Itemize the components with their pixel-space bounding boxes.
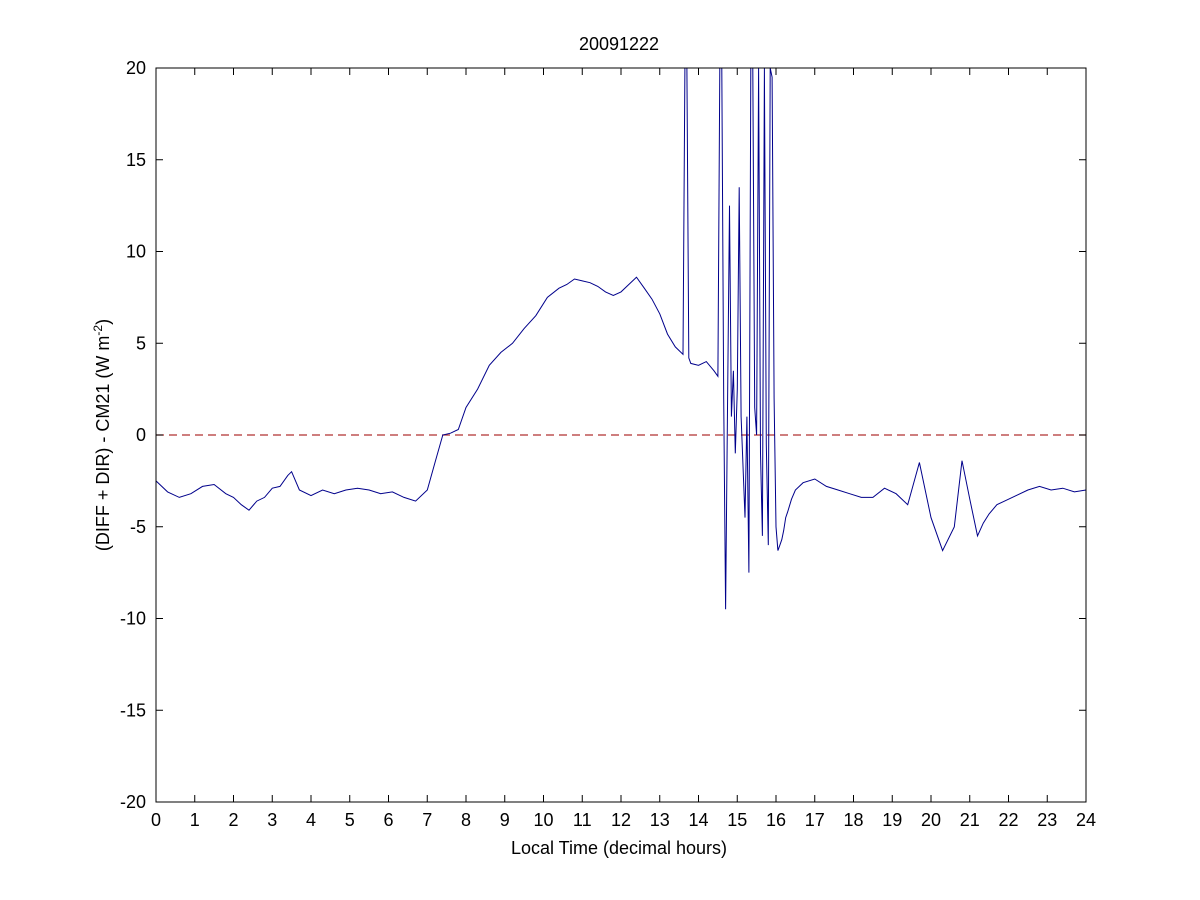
x-tick-label: 24 <box>1076 810 1096 830</box>
x-tick-label: 4 <box>306 810 316 830</box>
x-axis-label: Local Time (decimal hours) <box>511 838 727 858</box>
chart-title: 20091222 <box>579 34 659 54</box>
y-tick-label: -10 <box>120 609 146 629</box>
x-tick-label: 15 <box>727 810 747 830</box>
x-tick-label: 0 <box>151 810 161 830</box>
x-tick-label: 19 <box>882 810 902 830</box>
x-tick-label: 18 <box>843 810 863 830</box>
x-tick-label: 14 <box>688 810 708 830</box>
x-tick-label: 10 <box>533 810 553 830</box>
x-tick-label: 3 <box>267 810 277 830</box>
x-tick-label: 13 <box>650 810 670 830</box>
y-axis-ticks: -20 -15 -10 -5 0 5 10 15 20 <box>120 58 1086 812</box>
x-tick-label: 1 <box>190 810 200 830</box>
y-tick-label: 0 <box>136 425 146 445</box>
x-tick-label: 5 <box>345 810 355 830</box>
x-tick-label: 21 <box>960 810 980 830</box>
y-axis-label-sup: -2 <box>91 325 105 336</box>
x-tick-label: 6 <box>383 810 393 830</box>
x-tick-label: 16 <box>766 810 786 830</box>
x-tick-label: 7 <box>422 810 432 830</box>
x-tick-label: 2 <box>228 810 238 830</box>
x-tick-label: 20 <box>921 810 941 830</box>
y-tick-label: 15 <box>126 150 146 170</box>
x-tick-label: 12 <box>611 810 631 830</box>
series-line <box>155 67 1087 610</box>
y-axis-label-main: (DIFF + DIR) - CM21 (W m <box>93 336 113 551</box>
y-tick-label: 10 <box>126 242 146 262</box>
y-tick-label: -5 <box>130 517 146 537</box>
x-axis-ticks: 0 1 2 3 4 5 6 7 8 9 10 11 12 13 14 15 16 17 18 19 20 21 22 23 24 <box>151 68 1096 830</box>
x-tick-label: 8 <box>461 810 471 830</box>
x-tick-label: 23 <box>1037 810 1057 830</box>
x-tick-label: 9 <box>500 810 510 830</box>
y-tick-label: 5 <box>136 333 146 353</box>
series-layer <box>155 67 1087 610</box>
y-axis-label-tail: ) <box>93 319 113 325</box>
x-tick-label: 11 <box>573 810 592 830</box>
y-tick-label: -20 <box>120 792 146 812</box>
x-tick-label: 22 <box>998 810 1018 830</box>
y-tick-label: 20 <box>126 58 146 78</box>
plot-area <box>156 68 1086 802</box>
y-axis-label: (DIFF + DIR) - CM21 (W m-2) <box>91 319 113 551</box>
y-tick-label: -15 <box>120 700 146 720</box>
x-tick-label: 17 <box>805 810 825 830</box>
